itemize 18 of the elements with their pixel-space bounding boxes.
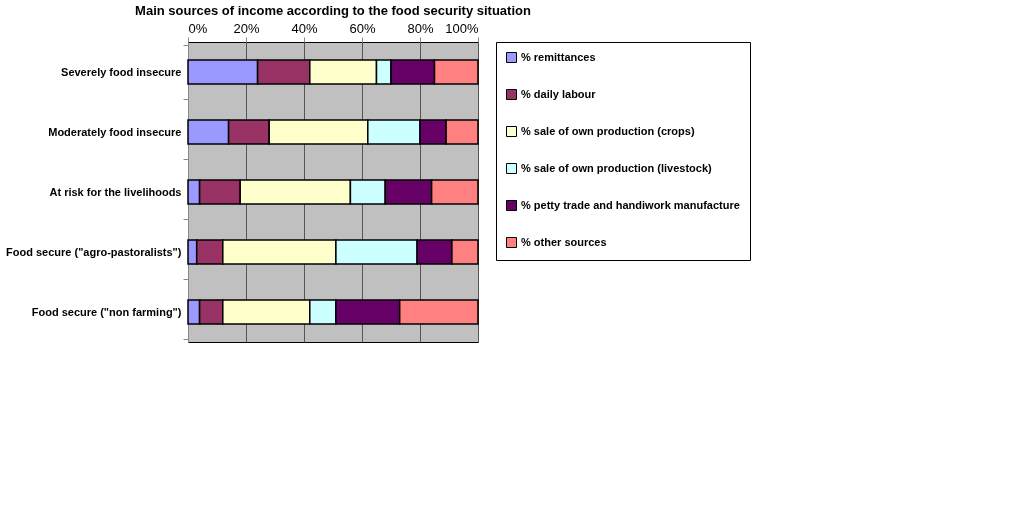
- y-tick-label: Moderately food insecure: [48, 125, 182, 138]
- legend-label: % petty trade and handiwork manufacture: [521, 198, 740, 211]
- legend-label: % sale of own production (crops): [521, 124, 695, 137]
- y-tick-label: Food secure ("non farming"): [31, 305, 182, 318]
- legend-label: % sale of own production (livestock): [521, 161, 713, 174]
- x-tick-label: 60%: [349, 20, 376, 36]
- legend-label: % daily labour: [521, 87, 597, 100]
- x-tick-label: 80%: [407, 20, 434, 36]
- x-tick-label: 100%: [445, 20, 479, 36]
- legend-label: % other sources: [521, 235, 607, 248]
- x-tick-label: 0%: [188, 20, 208, 36]
- chart-title: Main sources of income according to the food security situation: [135, 3, 531, 18]
- legend-label: % remittances: [521, 50, 596, 63]
- y-tick-label: Food secure ("agro-pastoralists"): [6, 245, 182, 258]
- y-tick-label: At risk for the livelihoods: [49, 185, 182, 198]
- y-tick-label: Severely food insecure: [61, 65, 182, 78]
- x-tick-label: 40%: [291, 20, 318, 36]
- x-tick-label: 20%: [233, 20, 260, 36]
